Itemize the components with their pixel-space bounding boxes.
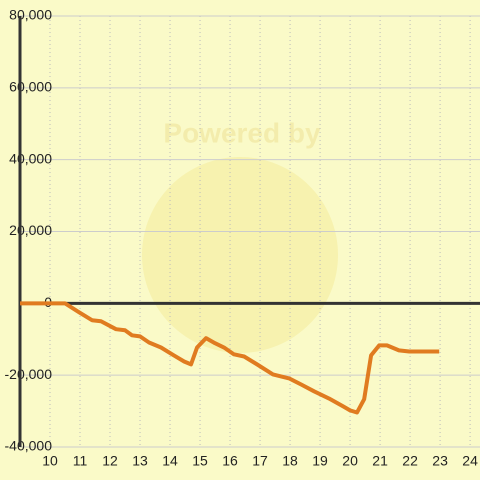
- x-tick-label: 16: [222, 453, 238, 469]
- x-tick-label: 20: [342, 453, 358, 469]
- y-tick-label: 20,000: [9, 222, 52, 238]
- x-tick-label: 11: [73, 453, 88, 469]
- x-tick-label: 24: [462, 453, 478, 469]
- x-tick-label: 17: [252, 453, 268, 469]
- watermark-logo: [142, 157, 338, 353]
- x-tick-label: 22: [402, 453, 418, 469]
- y-tick-label: -40,000: [5, 438, 53, 454]
- x-tick-label: 23: [432, 453, 448, 469]
- x-tick-label: 15: [192, 453, 208, 469]
- y-tick-label: 80,000: [9, 7, 52, 23]
- x-tick-label: 19: [312, 453, 328, 469]
- x-tick-label: 14: [162, 453, 178, 469]
- y-tick-label: -20,000: [5, 366, 53, 382]
- y-tick-label: 40,000: [9, 150, 52, 166]
- x-tick-label: 12: [102, 453, 118, 469]
- x-tick-label: 21: [372, 453, 388, 469]
- series-line: [20, 301, 440, 415]
- y-tick-label: 60,000: [9, 79, 52, 95]
- watermark: Powered by: [163, 117, 321, 148]
- x-tick-label: 13: [132, 453, 148, 469]
- x-tick-label: 10: [42, 453, 58, 469]
- x-tick-label: 18: [282, 453, 298, 469]
